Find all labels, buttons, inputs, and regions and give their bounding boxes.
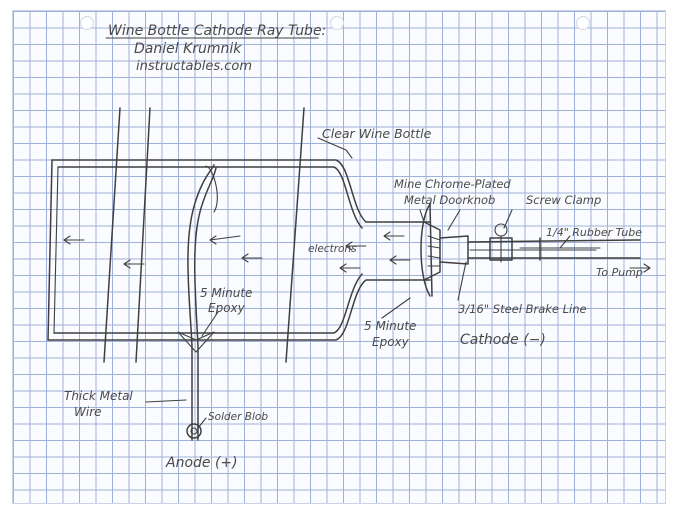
label-screw-clamp: Screw Clamp [526,193,601,207]
label-doorknob-1: Mine Chrome-Plated [394,177,511,191]
label-clear-wine-bottle: Clear Wine Bottle [322,126,432,141]
binder-hole-left [80,16,94,30]
brake-line-and-tube [467,223,641,263]
solder-blob [186,423,202,439]
label-brake-line: 3/16" Steel Brake Line [458,302,587,316]
title-line-1: Wine Bottle Cathode Ray Tube: [108,23,326,39]
wine-bottle-body [47,159,431,341]
label-to-pump: To Pump [596,266,643,279]
label-rubber-tube: 1/4" Rubber Tube [546,226,642,239]
binder-hole-right [576,16,590,30]
label-epoxy-left-1: 5 Minute [200,286,252,300]
electron-arrows [63,231,651,273]
label-cathode: Cathode (−) [460,332,546,348]
label-epoxy-left-2: Epoxy [208,301,246,315]
title-line-2: Daniel Krumnik [134,41,242,57]
support-bars [103,107,305,363]
anode-epoxy-blob [177,331,215,353]
leader-lines [145,137,571,429]
graph-paper [12,10,666,504]
anode-wire [177,164,218,441]
label-epoxy-right-2: Epoxy [372,335,410,349]
label-solder-blob: Solder Blob [208,411,268,423]
doorknob-cathode [420,203,469,297]
binder-hole-center [330,16,344,30]
label-thick-wire-2: Wire [74,405,102,419]
title-line-3: instructables.com [136,59,252,74]
label-doorknob-2: Metal Doorknob [404,193,495,207]
label-thick-wire-1: Thick Metal [64,389,133,403]
label-epoxy-right-1: 5 Minute [364,319,416,333]
label-anode: Anode (+) [165,455,238,471]
label-electrons: electrons [308,243,357,255]
